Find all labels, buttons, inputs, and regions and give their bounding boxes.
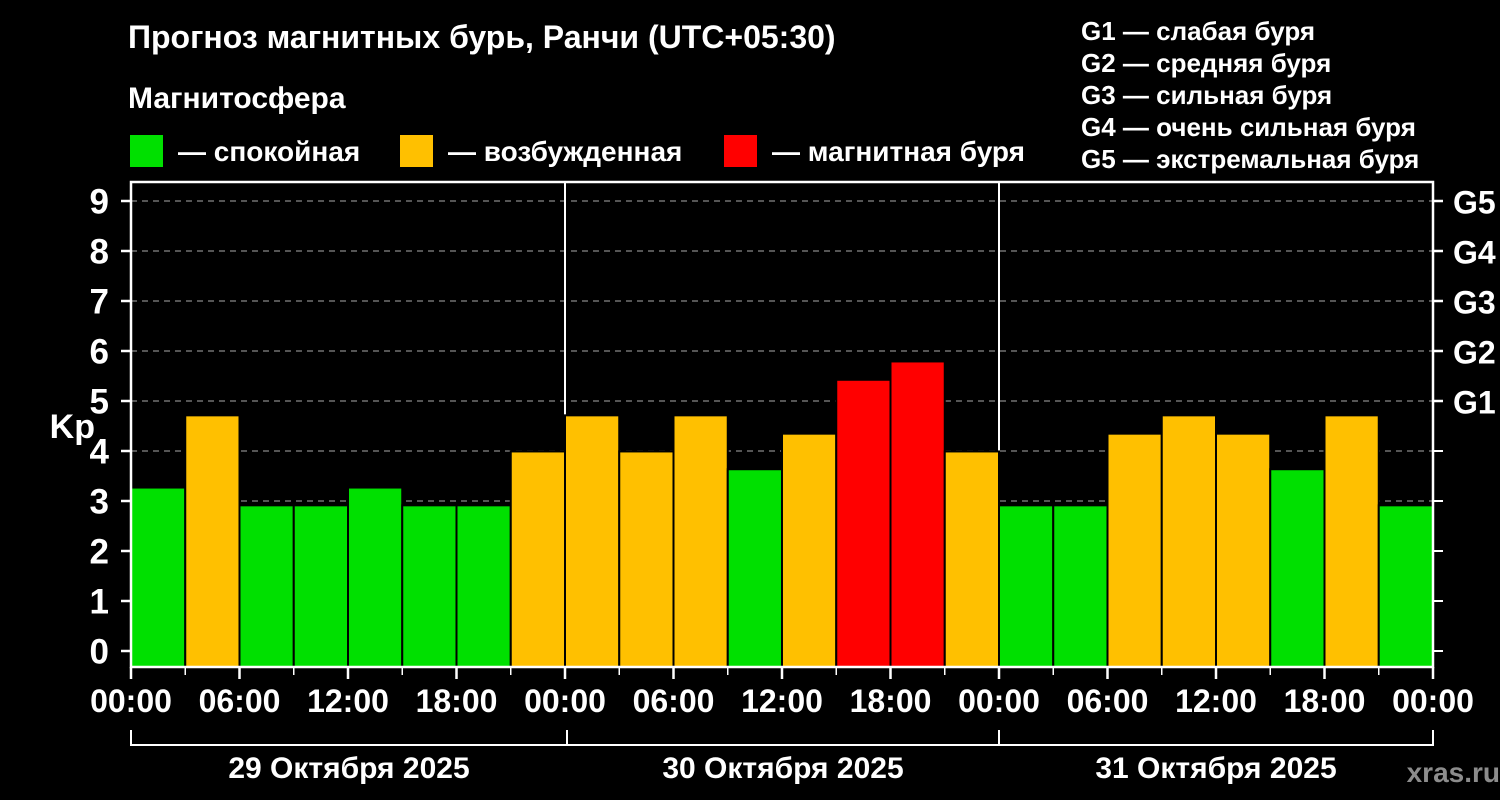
- svg-text:G4 — очень сильная буря: G4 — очень сильная буря: [1081, 112, 1416, 142]
- svg-text:00:00: 00:00: [524, 683, 606, 719]
- svg-text:Kp: Kp: [50, 408, 95, 446]
- svg-text:G1 — слабая буря: G1 — слабая буря: [1081, 16, 1315, 46]
- svg-text:Прогноз магнитных бурь, Ранчи: Прогноз магнитных бурь, Ранчи (UTC+05:30…: [128, 19, 836, 55]
- svg-text:18:00: 18:00: [416, 683, 498, 719]
- svg-text:G4: G4: [1453, 235, 1496, 271]
- svg-text:29 Октября 2025: 29 Октября 2025: [228, 752, 469, 785]
- svg-text:9: 9: [90, 183, 109, 222]
- svg-text:6: 6: [90, 333, 109, 372]
- svg-text:xras.ru: xras.ru: [1407, 757, 1500, 788]
- svg-text:00:00: 00:00: [1392, 683, 1474, 719]
- svg-text:30 Октября 2025: 30 Октября 2025: [662, 752, 903, 785]
- svg-text:G3: G3: [1453, 285, 1496, 321]
- svg-text:G2 — средняя буря: G2 — средняя буря: [1081, 48, 1331, 78]
- svg-text:— спокойная: — спокойная: [178, 136, 360, 167]
- svg-text:8: 8: [90, 233, 109, 272]
- svg-text:06:00: 06:00: [199, 683, 281, 719]
- svg-text:06:00: 06:00: [633, 683, 715, 719]
- svg-text:7: 7: [90, 283, 109, 322]
- svg-text:G5: G5: [1453, 185, 1496, 221]
- svg-text:G3 — сильная буря: G3 — сильная буря: [1081, 80, 1332, 110]
- svg-text:Магнитосфера: Магнитосфера: [128, 82, 346, 115]
- svg-text:00:00: 00:00: [90, 683, 172, 719]
- svg-text:2: 2: [90, 533, 109, 572]
- svg-text:12:00: 12:00: [741, 683, 823, 719]
- svg-text:18:00: 18:00: [850, 683, 932, 719]
- svg-text:18:00: 18:00: [1284, 683, 1366, 719]
- svg-text:00:00: 00:00: [958, 683, 1040, 719]
- svg-text:12:00: 12:00: [1175, 683, 1257, 719]
- svg-text:0: 0: [90, 633, 109, 672]
- svg-text:— возбужденная: — возбужденная: [448, 136, 682, 167]
- svg-text:G5 — экстремальная буря: G5 — экстремальная буря: [1081, 144, 1419, 174]
- svg-text:1: 1: [90, 583, 109, 622]
- svg-text:— магнитная буря: — магнитная буря: [772, 136, 1025, 167]
- svg-text:12:00: 12:00: [307, 683, 389, 719]
- svg-text:06:00: 06:00: [1067, 683, 1149, 719]
- svg-text:3: 3: [90, 483, 109, 522]
- svg-text:G2: G2: [1453, 335, 1496, 371]
- svg-text:31 Октября 2025: 31 Октября 2025: [1095, 752, 1336, 785]
- svg-text:G1: G1: [1453, 385, 1496, 421]
